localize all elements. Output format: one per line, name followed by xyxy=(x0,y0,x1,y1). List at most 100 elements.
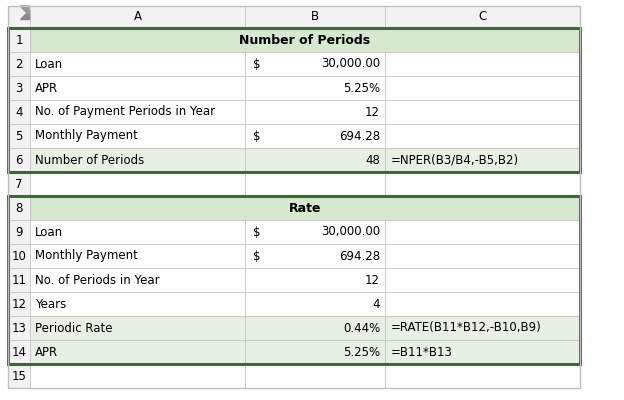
Text: $: $ xyxy=(253,58,260,70)
Bar xyxy=(8,52,30,76)
Text: 7: 7 xyxy=(15,178,22,190)
Bar xyxy=(385,244,580,268)
Text: No. of Periods in Year: No. of Periods in Year xyxy=(35,274,160,286)
Bar xyxy=(30,340,245,364)
Bar xyxy=(30,100,245,124)
Bar xyxy=(30,28,580,52)
Bar xyxy=(30,52,245,76)
Text: Loan: Loan xyxy=(35,58,63,70)
Text: 2: 2 xyxy=(15,58,22,70)
Bar xyxy=(385,100,580,124)
Text: 30,000.00: 30,000.00 xyxy=(321,58,380,70)
Bar xyxy=(385,364,580,388)
Bar xyxy=(385,124,580,148)
Bar xyxy=(30,364,245,388)
Bar xyxy=(30,268,245,292)
Bar xyxy=(8,292,30,316)
Text: =B11*B13: =B11*B13 xyxy=(391,346,453,358)
Text: 4: 4 xyxy=(373,298,380,310)
Bar xyxy=(30,292,245,316)
Bar xyxy=(245,292,385,316)
Bar xyxy=(245,76,385,100)
Text: APR: APR xyxy=(35,82,58,94)
Text: Number of Periods: Number of Periods xyxy=(240,34,371,46)
Bar xyxy=(8,196,580,364)
Bar xyxy=(385,268,580,292)
Bar xyxy=(385,76,580,100)
Bar xyxy=(30,124,245,148)
Text: $: $ xyxy=(253,226,260,238)
Bar xyxy=(8,100,30,124)
Text: =NPER(B3/B4,-B5,B2): =NPER(B3/B4,-B5,B2) xyxy=(391,154,519,166)
Bar xyxy=(245,124,385,148)
Bar xyxy=(30,172,245,196)
Bar xyxy=(385,148,580,172)
Text: Number of Periods: Number of Periods xyxy=(35,154,144,166)
Bar xyxy=(385,316,580,340)
Bar xyxy=(8,244,30,268)
Text: =RATE(B11*B12,-B10,B9): =RATE(B11*B12,-B10,B9) xyxy=(391,322,542,334)
Bar xyxy=(245,148,385,172)
Bar xyxy=(8,28,30,52)
Bar xyxy=(8,364,30,388)
Text: B: B xyxy=(311,10,319,24)
Bar xyxy=(30,316,245,340)
Bar xyxy=(245,220,385,244)
Text: Loan: Loan xyxy=(35,226,63,238)
Bar xyxy=(8,28,580,172)
Text: $: $ xyxy=(253,130,260,142)
Bar xyxy=(245,6,385,28)
Text: 14: 14 xyxy=(11,346,26,358)
Bar xyxy=(30,148,245,172)
Polygon shape xyxy=(20,6,29,15)
Bar xyxy=(385,292,580,316)
Bar xyxy=(385,220,580,244)
Bar xyxy=(245,244,385,268)
Bar xyxy=(8,268,30,292)
Bar xyxy=(385,340,580,364)
Bar xyxy=(245,364,385,388)
Bar xyxy=(8,124,30,148)
Bar xyxy=(385,172,580,196)
Text: 13: 13 xyxy=(12,322,26,334)
Text: 6: 6 xyxy=(15,154,22,166)
Text: 5.25%: 5.25% xyxy=(343,346,380,358)
Text: 0.44%: 0.44% xyxy=(343,322,380,334)
Bar xyxy=(245,316,385,340)
Bar xyxy=(8,316,30,340)
Text: 8: 8 xyxy=(16,202,22,214)
Bar xyxy=(385,6,580,28)
Text: Monthly Payment: Monthly Payment xyxy=(35,250,138,262)
Bar xyxy=(30,6,245,28)
Text: Monthly Payment: Monthly Payment xyxy=(35,130,138,142)
Text: 694.28: 694.28 xyxy=(339,250,380,262)
Bar xyxy=(30,244,245,268)
Bar xyxy=(8,76,30,100)
Text: 694.28: 694.28 xyxy=(339,130,380,142)
Bar xyxy=(8,340,30,364)
Bar xyxy=(8,148,30,172)
Text: 1: 1 xyxy=(15,34,22,46)
Bar xyxy=(8,220,30,244)
Bar xyxy=(245,172,385,196)
Text: 11: 11 xyxy=(11,274,26,286)
Bar xyxy=(8,196,30,220)
Text: 3: 3 xyxy=(16,82,22,94)
Text: 48: 48 xyxy=(365,154,380,166)
Bar xyxy=(30,220,245,244)
Text: 15: 15 xyxy=(12,370,26,382)
Text: 5: 5 xyxy=(16,130,22,142)
Text: 12: 12 xyxy=(365,106,380,118)
Text: APR: APR xyxy=(35,346,58,358)
Text: 12: 12 xyxy=(365,274,380,286)
Text: C: C xyxy=(479,10,487,24)
Bar xyxy=(245,100,385,124)
Bar xyxy=(8,6,30,28)
Text: Years: Years xyxy=(35,298,66,310)
Bar xyxy=(30,76,245,100)
Bar xyxy=(245,268,385,292)
Polygon shape xyxy=(20,10,29,19)
Text: 4: 4 xyxy=(15,106,22,118)
Text: Rate: Rate xyxy=(289,202,321,214)
Text: 10: 10 xyxy=(12,250,26,262)
